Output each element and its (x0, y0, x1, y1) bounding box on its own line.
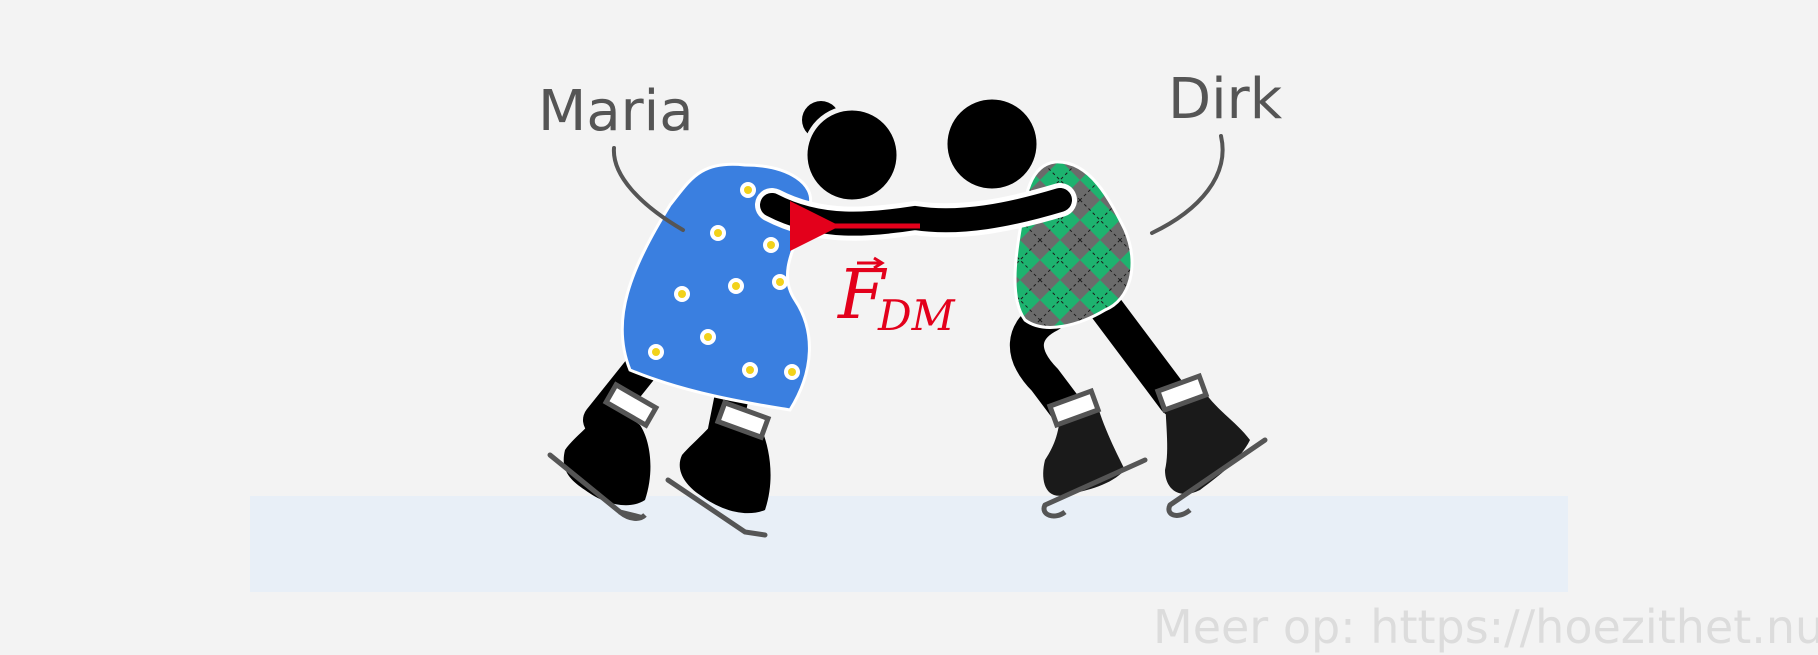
force-symbol: F (836, 256, 888, 335)
dirk-head (942, 94, 1042, 194)
dirk-figure (942, 94, 1268, 519)
vector-arrow-icon (857, 256, 885, 270)
label-maria: Maria (538, 79, 694, 144)
dress-flowers (648, 182, 800, 380)
flower (784, 364, 800, 380)
maria-figure (547, 101, 902, 538)
dirk-front-skate (1041, 387, 1148, 519)
flower (674, 286, 690, 302)
flower (740, 182, 756, 198)
flower (710, 225, 726, 241)
flower (742, 362, 758, 378)
credit-text: Meer op: https://hoezithet.nu (1153, 600, 1818, 654)
flower (728, 278, 744, 294)
flower (700, 329, 716, 345)
maria-pointer (611, 146, 685, 232)
dirk-sweater (1013, 160, 1134, 329)
flower (648, 344, 664, 360)
dirk-pointer (1150, 134, 1225, 235)
maria-right-skate (665, 399, 772, 538)
maria-head (802, 105, 902, 205)
flower (763, 237, 779, 253)
flower (772, 274, 788, 290)
force-subscript: DM (877, 291, 956, 340)
force-label: F DM (836, 256, 956, 340)
label-dirk: Dirk (1168, 67, 1283, 132)
dirk-back-leg (1083, 283, 1192, 417)
dirk-back-skate (1154, 372, 1268, 518)
ice-surface (250, 496, 1568, 592)
maria-left-skate (547, 381, 660, 521)
